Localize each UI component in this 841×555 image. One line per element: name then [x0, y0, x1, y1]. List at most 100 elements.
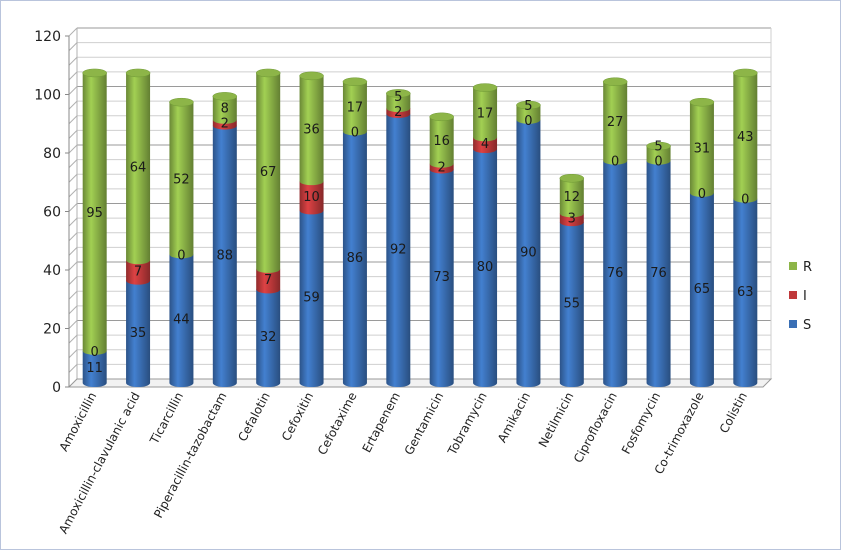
- side-wall-gridline: [68, 232, 78, 242]
- bar-stack: 88 28: [212, 92, 238, 387]
- x-category-label: Tobramycin: [445, 390, 490, 458]
- bar-segment-S: [733, 198, 758, 387]
- side-wall-gridline: [68, 364, 78, 373]
- bar-segment-R: [689, 102, 714, 197]
- legend-swatch-R: [789, 262, 797, 270]
- x-category-label: Cefoxitin: [279, 390, 316, 443]
- side-wall-gridline: [68, 130, 78, 139]
- data-label: 86: [347, 251, 364, 266]
- side-wall-gridline: [68, 188, 78, 198]
- data-label: 3: [568, 212, 576, 227]
- data-label: 2: [394, 105, 402, 120]
- bar-segment-R: [733, 72, 758, 203]
- bar-segment-S: [212, 125, 237, 387]
- x-category-label: Amoxicillin-clavulanic acid: [56, 390, 143, 536]
- data-label: 67: [260, 165, 277, 180]
- data-label: 0: [524, 114, 532, 129]
- legend-label-I: I: [803, 289, 807, 304]
- bar-segment-I: [256, 268, 281, 294]
- y-tick-label: 80: [43, 146, 61, 162]
- x-category-label: Cefotaxime: [315, 390, 360, 457]
- bar-stack: 90 05: [516, 99, 541, 387]
- side-wall-gridline: [68, 27, 78, 37]
- bar-top-cap: [386, 89, 411, 98]
- x-category-label: Fosfomycin: [619, 390, 663, 457]
- data-label: 27: [607, 115, 624, 130]
- side-wall-gridline: [68, 217, 78, 227]
- side-wall-gridline: [68, 320, 78, 329]
- bar-stack: 44 0 52: [169, 97, 194, 387]
- data-label: 2: [438, 161, 446, 176]
- bar-segment-R: [169, 102, 194, 259]
- data-label: 5: [394, 90, 402, 105]
- side-wall-gridline: [68, 261, 78, 271]
- bar-segment-S: [516, 119, 541, 387]
- bar-segment-R: [646, 146, 671, 165]
- side-wall-gridline: [68, 86, 78, 95]
- bar-segment-S: [126, 280, 151, 387]
- x-category-label: Amoxicillin: [57, 390, 100, 454]
- data-label: 43: [737, 130, 754, 145]
- data-label: 32: [260, 330, 277, 345]
- bar-segment-S: [386, 113, 411, 388]
- x-category-label: Co-trimoxazole: [652, 390, 707, 477]
- side-wall-gridline: [68, 115, 78, 125]
- data-label: 88: [217, 248, 234, 263]
- legend-label-R: R: [803, 260, 812, 275]
- bar-segment-I: [473, 137, 498, 153]
- bar-segment-S: [256, 289, 281, 387]
- side-wall-gridline: [68, 144, 78, 154]
- legend-label-S: S: [803, 318, 811, 333]
- y-tick-label: 100: [34, 88, 61, 104]
- chart-floor: [67, 378, 773, 388]
- bar-segment-S: [169, 254, 194, 387]
- bar-top-cap: [429, 112, 454, 122]
- data-label: 17: [477, 106, 494, 121]
- bar-segment-R: [559, 178, 584, 218]
- data-label: 64: [130, 161, 147, 176]
- bar-top-cap: [733, 68, 758, 78]
- data-label: 76: [607, 266, 624, 281]
- data-label: 31: [694, 142, 711, 157]
- data-label: 7: [134, 264, 142, 279]
- data-label: 0: [177, 248, 185, 263]
- bar-segment-R: [126, 72, 151, 265]
- bar-segment-S: [429, 169, 454, 387]
- bar-stack: 76 05: [646, 140, 671, 387]
- data-label: 80: [477, 260, 494, 275]
- data-label: 36: [303, 123, 320, 138]
- bar-top-cap: [472, 83, 498, 92]
- bar-top-cap: [299, 71, 324, 81]
- bar-stack: 65 0 31: [689, 97, 715, 387]
- bar-top-cap: [255, 68, 281, 78]
- bar-segment-S: [82, 350, 107, 387]
- bar-segment-R: [386, 93, 411, 113]
- bar-top-cap: [646, 141, 671, 151]
- data-label: 12: [564, 190, 581, 205]
- data-label: 90: [520, 245, 537, 260]
- y-tick-label: 20: [43, 322, 61, 338]
- x-category-label: Cefalotin: [235, 390, 273, 444]
- bar-segment-S: [646, 160, 671, 387]
- legend-swatch-S: [789, 320, 797, 328]
- data-label: 0: [654, 155, 662, 170]
- data-label: 11: [86, 361, 103, 376]
- y-tick-label: 0: [52, 380, 61, 396]
- bar-segment-S: [559, 222, 584, 387]
- side-wall-gridline: [68, 56, 78, 66]
- legend: RIS: [789, 260, 812, 333]
- bar-stack: 80 4 17: [472, 83, 498, 387]
- bar-top-cap: [559, 174, 585, 183]
- bar-segment-S: [299, 210, 324, 387]
- bar-stack: 63 0 43: [733, 68, 758, 387]
- data-label: 8: [221, 102, 229, 117]
- x-category-label: Gentamicin: [402, 390, 447, 457]
- side-wall-gridline: [68, 349, 78, 359]
- bar-stack: 110 95: [82, 68, 107, 387]
- data-label: 0: [91, 345, 99, 360]
- y-tick-label: 60: [43, 205, 61, 221]
- side-wall-gridline: [68, 71, 78, 81]
- bar-stack: 92 25: [386, 89, 411, 388]
- side-wall-gridline: [68, 276, 78, 285]
